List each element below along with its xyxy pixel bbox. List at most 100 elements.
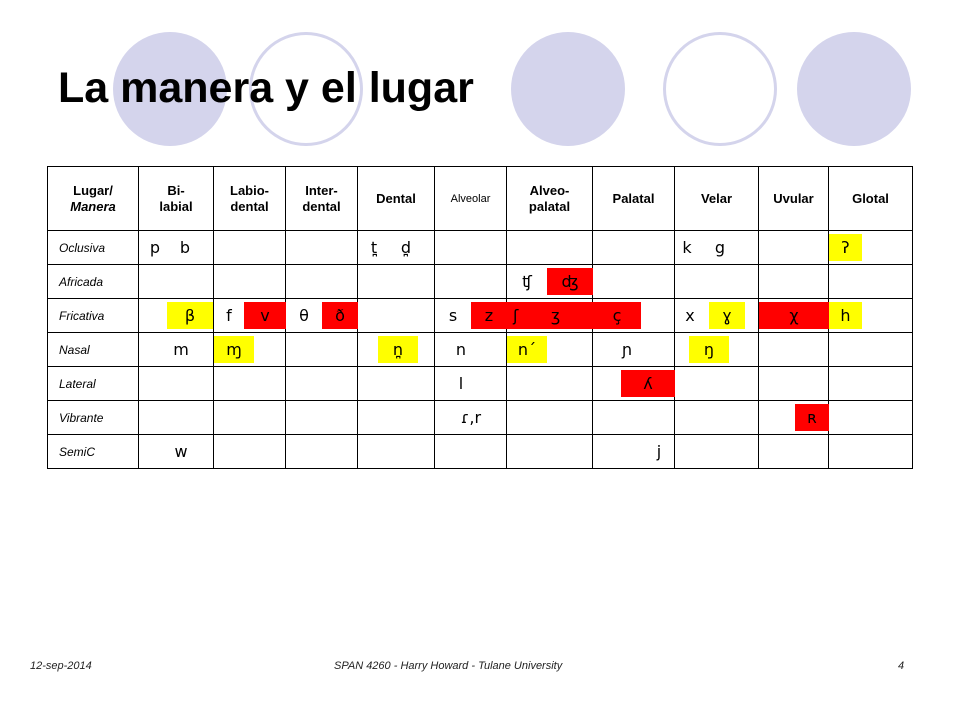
slide-title: La manera y el lugar — [58, 64, 474, 112]
cell — [506, 400, 593, 435]
symbol: β — [167, 302, 213, 329]
cell: ŋ — [674, 332, 759, 367]
cell: β — [138, 298, 214, 333]
symbol: ɾ,r — [460, 408, 482, 427]
header-interdental: Inter-dental — [285, 166, 358, 231]
cell: ç — [592, 298, 675, 333]
cell — [213, 230, 286, 265]
header-corner: Lugar/ Manera — [47, 166, 139, 231]
row-label: SemiC — [47, 434, 139, 469]
cell — [285, 230, 358, 265]
cell — [506, 366, 593, 401]
symbol: ʧ — [522, 272, 532, 291]
cell — [828, 400, 913, 435]
cell — [758, 434, 829, 469]
cell: n̪ — [357, 332, 435, 367]
symbol: ŋ — [689, 336, 729, 363]
row-fricativa: Fricativa β f v θ ð s z ʃ ʒ ç x ɣ — [47, 298, 913, 333]
header-corner-line1: Lugar/ — [73, 182, 113, 198]
cell — [758, 332, 829, 367]
symbol: b — [179, 238, 191, 257]
symbol: x — [685, 306, 695, 325]
decor-circle-1 — [113, 32, 227, 146]
row-label: Vibrante — [47, 400, 139, 435]
cell — [285, 366, 358, 401]
cell — [357, 434, 435, 469]
cell — [285, 332, 358, 367]
row-semic: SemiC w j — [47, 434, 913, 469]
cell — [828, 434, 913, 469]
cell: ʧ ʤ — [506, 264, 593, 299]
symbol: ɣ — [709, 302, 745, 329]
cell: f v — [213, 298, 286, 333]
cell: ʃ ʒ — [506, 298, 593, 333]
cell: h — [828, 298, 913, 333]
header-corner-line2: Manera — [70, 198, 116, 214]
row-label: Nasal — [47, 332, 139, 367]
header-dental: Dental — [357, 166, 435, 231]
cell — [828, 366, 913, 401]
cell: w — [138, 434, 214, 469]
cell: m — [138, 332, 214, 367]
symbol: θ — [299, 306, 309, 325]
footer-page-number: 4 — [898, 660, 905, 672]
decor-circle-5 — [797, 32, 911, 146]
cell: θ ð — [285, 298, 358, 333]
cell: ʔ — [828, 230, 913, 265]
cell — [357, 264, 435, 299]
header-alveolar: Alveolar — [434, 166, 507, 231]
row-label: Lateral — [47, 366, 139, 401]
symbol: ç — [593, 302, 641, 329]
symbol: s — [448, 306, 458, 325]
symbol: g — [714, 238, 726, 257]
symbol: p — [149, 238, 161, 257]
cell: j — [592, 434, 675, 469]
cell — [758, 264, 829, 299]
cell: s z — [434, 298, 507, 333]
row-label: Oclusiva — [47, 230, 139, 265]
cell: n´ — [506, 332, 593, 367]
symbol: n — [455, 340, 467, 359]
symbol: k — [682, 238, 692, 257]
symbol: ð — [322, 302, 358, 329]
symbol: j — [656, 442, 662, 461]
cell — [674, 264, 759, 299]
symbol: d̪ — [400, 238, 412, 257]
cell — [213, 400, 286, 435]
cell — [434, 434, 507, 469]
symbol: t̪ — [370, 238, 378, 257]
cell: t̪ d̪ — [357, 230, 435, 265]
header-row: Lugar/ Manera Bi-labial Labio-dental Int… — [47, 166, 913, 231]
symbol: v — [244, 302, 286, 329]
consonant-chart: Lugar/ Manera Bi-labial Labio-dental Int… — [47, 166, 913, 469]
cell — [357, 366, 435, 401]
symbol: f — [226, 306, 232, 325]
cell: ɾ,r — [434, 400, 507, 435]
symbol-pair: ʃ ʒ — [507, 302, 593, 329]
cell — [592, 230, 675, 265]
cell: ɱ — [213, 332, 286, 367]
row-vibrante: Vibrante ɾ,r ʀ — [47, 400, 913, 435]
header-velar: Velar — [674, 166, 759, 231]
header-uvular: Uvular — [758, 166, 829, 231]
symbol: χ — [759, 302, 829, 329]
cell — [828, 332, 913, 367]
cell — [828, 264, 913, 299]
header-labiodental: Labio-dental — [213, 166, 286, 231]
cell — [213, 264, 286, 299]
cell — [138, 366, 214, 401]
symbol: w — [174, 442, 188, 461]
row-lateral: Lateral l ʎ — [47, 366, 913, 401]
header-bilabial: Bi-labial — [138, 166, 214, 231]
row-oclusiva: Oclusiva p b t̪ d̪ k g ʔ — [47, 230, 913, 265]
symbol: m — [173, 340, 189, 359]
cell — [285, 400, 358, 435]
cell — [758, 230, 829, 265]
cell: x ɣ — [674, 298, 759, 333]
decor-circle-2 — [249, 32, 363, 146]
header-palatal: Palatal — [592, 166, 675, 231]
symbol: ʎ — [621, 370, 675, 397]
row-label: Fricativa — [47, 298, 139, 333]
cell — [592, 264, 675, 299]
symbol: l — [458, 374, 464, 393]
